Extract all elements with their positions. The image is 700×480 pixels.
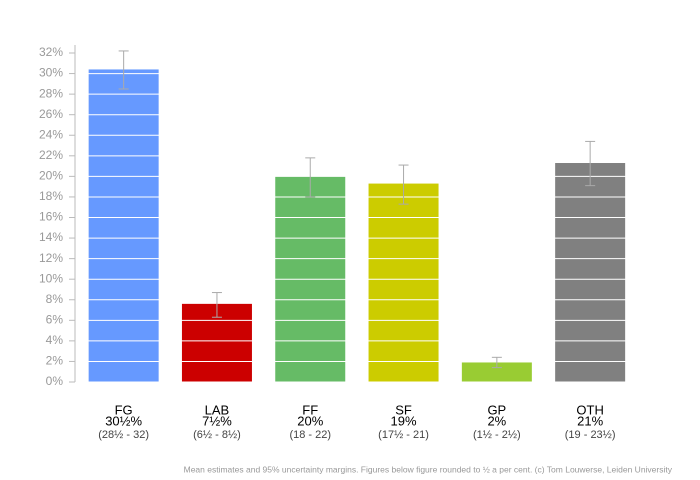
note: Mean estimates and 95% uncertainty margi… (184, 464, 673, 474)
x-tick-label: FG (115, 402, 133, 417)
y-tick-label: 14% (39, 230, 63, 244)
y-tick-label: 6% (46, 312, 64, 326)
value-label: 30½% (105, 413, 142, 428)
x-tick-label: OTH (576, 402, 603, 417)
y-tick-label: 22% (39, 148, 63, 162)
y-tick-label: 20% (39, 169, 63, 183)
value-label: 7½% (202, 413, 232, 428)
range-label: (6½ - 8½) (193, 429, 241, 441)
bar (555, 163, 626, 382)
x-tick-label: SF (395, 402, 412, 417)
y-tick-label: 26% (39, 107, 63, 121)
bar (88, 69, 159, 382)
range-label: (19 - 23½) (565, 429, 616, 441)
y-tick-label: 0% (46, 374, 64, 388)
y-tick-label: 12% (39, 251, 63, 265)
range-label: (1½ - 2½) (473, 429, 521, 441)
bar (461, 362, 532, 382)
value-label: 20% (297, 413, 323, 428)
y-tick-label: 10% (39, 271, 63, 285)
y-tick-label: 24% (39, 127, 63, 141)
y-tick-label: 18% (39, 189, 63, 203)
y-tick-label: 28% (39, 86, 63, 100)
y-tick-label: 2% (46, 354, 64, 368)
y-tick-label: 30% (39, 66, 63, 80)
value-label: 2% (487, 413, 506, 428)
x-tick-label: FF (302, 402, 318, 417)
x-tick-label: LAB (205, 402, 230, 417)
y-tick-label: 8% (46, 292, 64, 306)
range-label: (18 - 22) (289, 429, 331, 441)
y-tick-label: 4% (46, 333, 64, 347)
range-label: (17½ - 21) (378, 429, 429, 441)
x-tick-label: GP (487, 402, 506, 417)
y-tick-label: 16% (39, 210, 63, 224)
y-tick-label: 32% (39, 45, 63, 59)
value-label: 21% (577, 413, 603, 428)
value-label: 19% (391, 413, 417, 428)
bar (368, 183, 439, 382)
range-label: (28½ - 32) (98, 429, 149, 441)
